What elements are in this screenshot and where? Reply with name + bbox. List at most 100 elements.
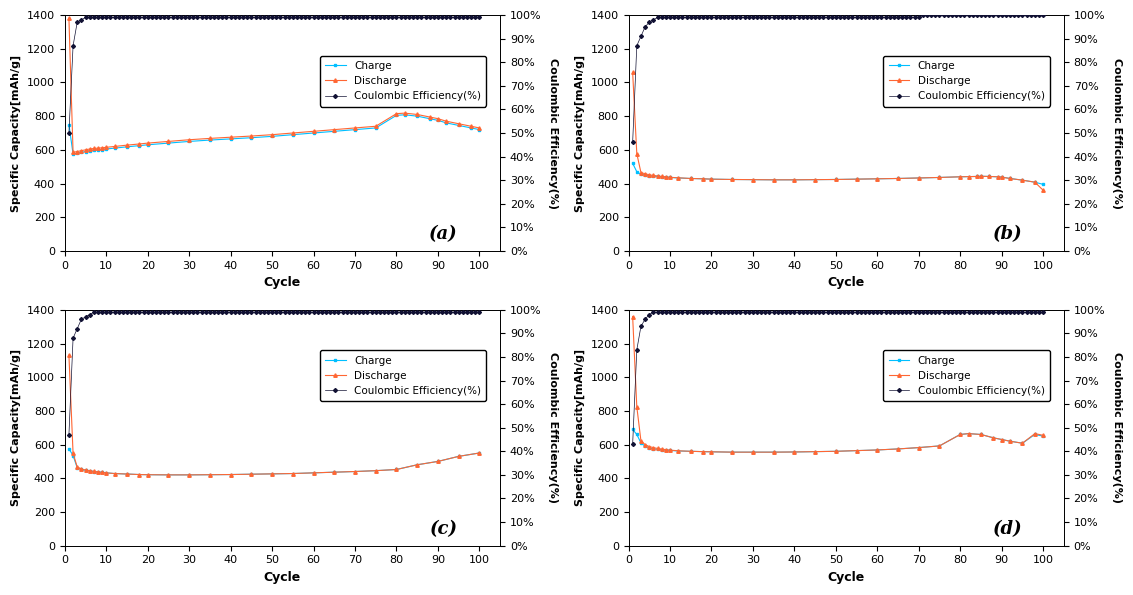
Discharge <box>697 176 710 183</box>
Discharge <box>70 464 84 471</box>
Discharge <box>307 469 321 477</box>
Legend: Charge, Discharge, Coulombic Efficiency(%): Charge, Discharge, Coulombic Efficiency(… <box>320 56 486 107</box>
Coulombic Efficiency(%) <box>78 14 92 21</box>
Discharge <box>75 147 88 154</box>
Charge <box>655 446 668 453</box>
Coulombic Efficiency(%) <box>62 130 76 137</box>
Discharge <box>638 441 651 448</box>
Charge <box>91 468 104 475</box>
Discharge <box>787 449 801 456</box>
Discharge <box>625 69 639 76</box>
Coulombic Efficiency(%) <box>62 431 76 439</box>
Charge <box>87 146 101 154</box>
Charge <box>140 471 154 478</box>
Discharge <box>647 172 661 179</box>
Charge <box>962 430 976 437</box>
Text: (b): (b) <box>993 226 1022 243</box>
Charge <box>224 471 238 478</box>
Charge <box>684 447 698 455</box>
Charge <box>162 471 176 478</box>
Discharge <box>638 170 651 177</box>
Charge <box>638 443 651 450</box>
Discharge <box>133 140 146 148</box>
Charge <box>203 136 216 143</box>
Discharge <box>390 466 403 473</box>
Discharge <box>140 471 154 478</box>
Y-axis label: Specific Capacity[mAh/g]: Specific Capacity[mAh/g] <box>574 349 585 506</box>
Charge <box>1028 431 1041 438</box>
Discharge <box>75 465 88 472</box>
Discharge <box>70 148 84 155</box>
Charge <box>95 469 109 476</box>
Discharge <box>747 449 760 456</box>
Charge <box>327 469 341 476</box>
Discharge <box>1037 187 1050 194</box>
Charge <box>410 461 424 468</box>
Discharge <box>829 176 843 183</box>
Charge <box>747 449 760 456</box>
Charge <box>245 134 258 141</box>
X-axis label: Cycle: Cycle <box>827 571 864 584</box>
Charge <box>286 131 299 138</box>
Coulombic Efficiency(%) <box>837 14 851 21</box>
Discharge <box>87 145 101 152</box>
Charge <box>912 174 926 181</box>
Charge <box>327 128 341 135</box>
Charge <box>892 175 905 182</box>
Charge <box>390 466 403 473</box>
Charge <box>472 126 486 133</box>
Discharge <box>369 467 383 474</box>
Discharge <box>203 471 216 478</box>
Charge <box>100 145 113 152</box>
Charge <box>108 470 121 477</box>
Charge <box>452 453 466 460</box>
Coulombic Efficiency(%) <box>278 14 291 21</box>
Y-axis label: Specific Capacity[mAh/g]: Specific Capacity[mAh/g] <box>11 349 22 506</box>
Charge <box>348 468 361 475</box>
Discharge <box>725 176 739 183</box>
Charge <box>286 470 299 477</box>
Coulombic Efficiency(%) <box>705 14 718 21</box>
Coulombic Efficiency(%) <box>875 309 888 316</box>
Charge <box>75 466 88 473</box>
Discharge <box>808 448 821 455</box>
Discharge <box>850 176 863 183</box>
Coulombic Efficiency(%) <box>444 14 458 21</box>
Discharge <box>91 468 104 475</box>
Charge <box>265 470 279 477</box>
Charge <box>808 176 821 183</box>
Charge <box>62 445 76 452</box>
Discharge <box>140 140 154 147</box>
Discharge <box>432 115 445 122</box>
Legend: Charge, Discharge, Coulombic Efficiency(%): Charge, Discharge, Coulombic Efficiency(… <box>320 350 486 401</box>
Charge <box>850 176 863 183</box>
Charge <box>95 146 109 153</box>
Coulombic Efficiency(%) <box>310 309 324 316</box>
X-axis label: Cycle: Cycle <box>264 276 301 289</box>
Discharge <box>892 446 905 453</box>
Line: Charge: Charge <box>68 447 480 476</box>
Charge <box>634 439 648 446</box>
Charge <box>630 168 644 176</box>
Discharge <box>650 173 664 180</box>
Discharge <box>995 174 1008 181</box>
Discharge <box>655 446 668 453</box>
Charge <box>962 173 976 180</box>
Charge <box>642 444 656 452</box>
Coulombic Efficiency(%) <box>145 309 159 316</box>
Discharge <box>224 471 238 478</box>
Discharge <box>787 176 801 183</box>
Discharge <box>974 173 988 180</box>
Coulombic Efficiency(%) <box>1037 309 1050 316</box>
Discharge <box>705 176 718 183</box>
Coulombic Efficiency(%) <box>709 309 723 316</box>
Discharge <box>912 444 926 451</box>
Charge <box>625 159 639 167</box>
Discharge <box>95 144 109 151</box>
Discharge <box>953 431 966 438</box>
Text: (d): (d) <box>993 520 1022 538</box>
Discharge <box>970 173 983 180</box>
Discharge <box>62 352 76 359</box>
Discharge <box>423 114 436 121</box>
Discharge <box>91 145 104 152</box>
